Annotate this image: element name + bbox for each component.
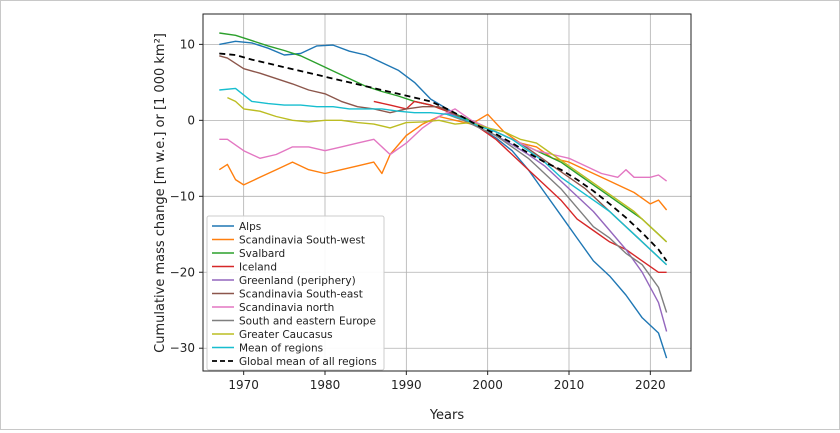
legend-label-greenland-periphery: Greenland (periphery) <box>239 275 356 287</box>
legend-label-scandinavia-south-west: Scandinavia South-west <box>239 234 365 246</box>
x-tick-label: 1970 <box>228 378 259 392</box>
y-tick-label: −30 <box>170 341 195 355</box>
x-tick-label: 2020 <box>635 378 666 392</box>
series-lines <box>218 32 668 359</box>
y-tick-label: 10 <box>180 37 195 51</box>
x-tick-label: 2000 <box>472 378 503 392</box>
legend-label-greater-caucasus: Greater Caucasus <box>239 329 333 341</box>
axis-ticks: 1970 1980 1990 2000 2010 2020 10 0 −10 −20 −30 <box>170 37 666 392</box>
x-tick-label: 2010 <box>554 378 585 392</box>
series-line-scandinavia-north <box>219 108 668 182</box>
x-axis-label: Years <box>429 408 465 423</box>
series-line-scandinavia-south-east <box>219 55 668 266</box>
plot-frame <box>202 13 692 372</box>
x-tick-label: 1980 <box>310 378 341 392</box>
series-line-greater-caucasus <box>227 96 668 243</box>
y-tick-label: 0 <box>187 113 195 127</box>
legend-box <box>206 215 385 371</box>
legend-label-alps: Alps <box>239 221 261 233</box>
legend-label-global-mean-of-all-regions: Global mean of all regions <box>239 356 377 368</box>
series-line-scandinavia-south-west <box>218 113 668 211</box>
x-tick-label: 1990 <box>391 378 422 392</box>
legend-label-svalbard: Svalbard <box>239 248 285 260</box>
legend-label-scandinavia-south-east: Scandinavia South-east <box>239 288 363 300</box>
legend-label-scandinavia-north: Scandinavia north <box>239 302 334 314</box>
legend-label-south-and-eastern-europe: South and eastern Europe <box>239 315 376 327</box>
series-line-mean-of-regions <box>219 87 668 266</box>
y-axis-label: Cumulative mass change [m w.e.] or [1 00… <box>153 33 168 353</box>
y-tick-label: −10 <box>170 189 195 203</box>
legend-label-iceland: Iceland <box>239 261 277 273</box>
series-line-iceland <box>373 100 667 273</box>
series-line-south-and-eastern-europe <box>446 113 668 313</box>
grid <box>203 14 691 371</box>
series-line-global-mean-of-all-regions <box>219 52 668 262</box>
legend-label-mean-of-regions: Mean of regions <box>239 342 323 354</box>
y-tick-label: −20 <box>170 265 195 279</box>
